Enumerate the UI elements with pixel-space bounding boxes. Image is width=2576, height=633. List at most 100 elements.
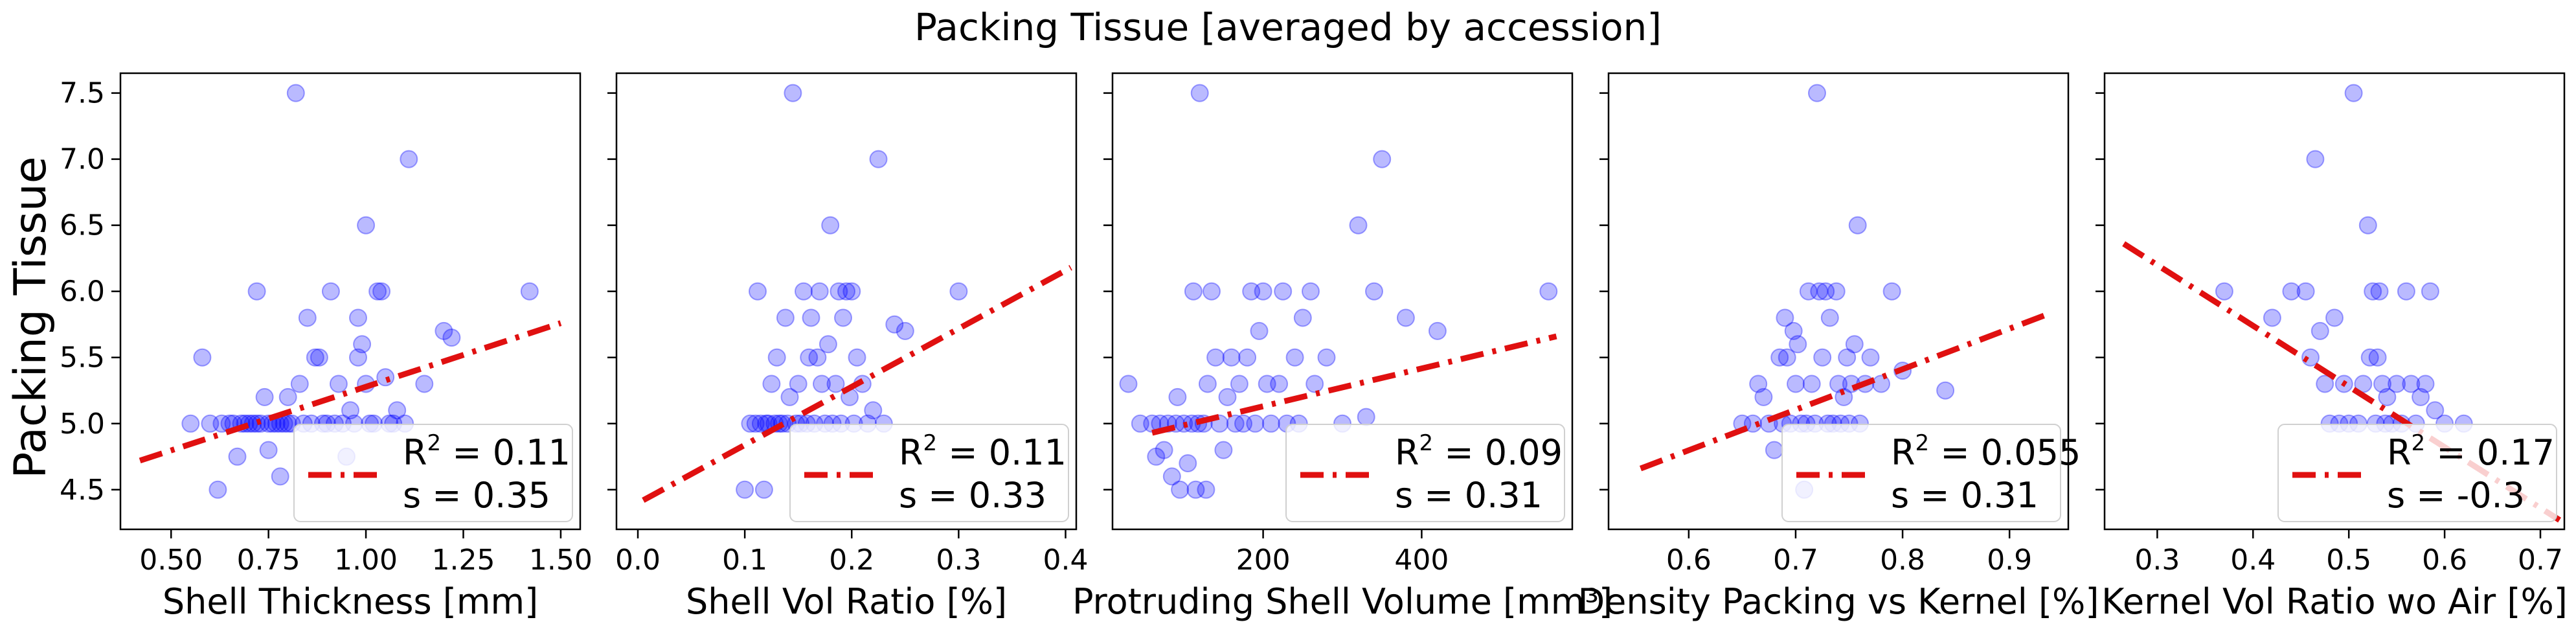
data-point bbox=[2370, 282, 2389, 301]
data-point bbox=[212, 414, 231, 433]
data-point bbox=[290, 374, 309, 393]
data-point bbox=[1317, 348, 1336, 367]
data-point bbox=[2344, 84, 2363, 102]
data-point bbox=[1203, 282, 1221, 301]
data-point bbox=[372, 282, 391, 301]
data-point bbox=[442, 328, 461, 347]
x-tick-label: 200 bbox=[1236, 544, 1291, 577]
x-axis-label: Shell Vol Ratio [%] bbox=[686, 581, 1007, 622]
legend-slope: s = 0.31 bbox=[1891, 475, 2039, 516]
legend-slope: s = 0.35 bbox=[403, 475, 550, 516]
x-tick-label: 1.50 bbox=[529, 544, 593, 577]
data-point bbox=[2215, 282, 2233, 301]
legend-r2: R2 = 0.09 bbox=[1395, 430, 1563, 473]
data-point bbox=[2358, 216, 2377, 235]
x-tick-label: 0.2 bbox=[829, 544, 874, 577]
data-point bbox=[1274, 282, 1293, 301]
y-tick-label: 7.5 bbox=[60, 77, 105, 110]
data-point bbox=[193, 348, 212, 367]
axes-frame bbox=[1607, 72, 2070, 531]
data-point bbox=[2360, 348, 2379, 367]
data-point bbox=[789, 374, 808, 393]
data-point bbox=[400, 150, 418, 168]
x-tick-label: 0.50 bbox=[139, 544, 203, 577]
data-point bbox=[1119, 374, 1138, 393]
data-point bbox=[1373, 150, 1392, 168]
subplots: 0.50 0.75 1.00 1.25 1.50 4.5 5.0 5.5 6.0 6.5 7.0 7.… bbox=[60, 72, 2568, 622]
data-point bbox=[310, 348, 328, 367]
axes-frame bbox=[615, 72, 1078, 531]
data-point bbox=[329, 374, 348, 393]
data-point bbox=[2263, 308, 2281, 327]
data-point bbox=[376, 368, 395, 387]
data-point bbox=[1226, 414, 1245, 433]
data-point bbox=[247, 414, 266, 433]
data-point bbox=[1882, 282, 1901, 301]
y-tick-label: 5.0 bbox=[60, 408, 105, 441]
data-point bbox=[1808, 84, 1826, 102]
x-tick-label: 0.4 bbox=[1043, 544, 1088, 577]
data-marks bbox=[642, 84, 1072, 503]
data-point bbox=[754, 480, 773, 499]
x-tick-label: 400 bbox=[1394, 544, 1449, 577]
data-point bbox=[1838, 348, 1857, 367]
x-tick-label: 0.7 bbox=[2518, 544, 2563, 577]
data-point bbox=[1770, 348, 1789, 367]
data-point bbox=[306, 348, 324, 367]
data-point bbox=[896, 321, 914, 340]
data-point bbox=[1184, 282, 1203, 301]
x-tick-label: 0.6 bbox=[2422, 544, 2467, 577]
legend-r2: R2 = 0.055 bbox=[1891, 430, 2081, 473]
subplot-4: 0.6 0.7 0.8 0.9 Density Packing vs Kernel [%… bbox=[1578, 72, 2099, 622]
data-point bbox=[357, 216, 376, 235]
data-point bbox=[2368, 348, 2387, 367]
data-point bbox=[1848, 216, 1867, 235]
data-point bbox=[826, 374, 845, 393]
data-point bbox=[780, 387, 799, 406]
data-marks bbox=[1119, 84, 1558, 499]
legend-r2-label: R bbox=[2387, 432, 2412, 473]
data-point bbox=[1171, 480, 1190, 499]
legend-r2-value: = 0.17 bbox=[2425, 432, 2555, 473]
data-point bbox=[520, 282, 539, 301]
data-point bbox=[1813, 348, 1832, 367]
x-tick-label: 0.3 bbox=[936, 544, 981, 577]
y-tick-label: 4.5 bbox=[60, 474, 105, 507]
data-point bbox=[1254, 282, 1272, 301]
data-point bbox=[415, 374, 434, 393]
data-point bbox=[1234, 414, 1252, 433]
data-point bbox=[278, 387, 297, 406]
data-point bbox=[1396, 308, 1415, 327]
legend-r2-label: R bbox=[1395, 432, 1419, 473]
data-point bbox=[1186, 480, 1205, 499]
data-point bbox=[1206, 348, 1225, 367]
legend-box bbox=[293, 424, 573, 522]
legend-box bbox=[1781, 424, 2061, 522]
data-point bbox=[1131, 414, 1149, 433]
data-point bbox=[1861, 348, 1880, 367]
data-point bbox=[1754, 387, 1773, 406]
data-point bbox=[767, 348, 786, 367]
data-point bbox=[2388, 374, 2406, 393]
data-point bbox=[1539, 282, 1558, 301]
data-point bbox=[321, 282, 340, 301]
x-tick-label: 0.8 bbox=[1880, 544, 1925, 577]
data-point bbox=[808, 348, 827, 367]
data-point bbox=[1155, 441, 1173, 459]
x-tick-label: 0.4 bbox=[2230, 544, 2276, 577]
legend-slope: s = 0.31 bbox=[1395, 475, 1542, 516]
data-point bbox=[1198, 374, 1217, 393]
data-point bbox=[247, 282, 266, 301]
data-point bbox=[1810, 282, 1829, 301]
data-point bbox=[1222, 348, 1241, 367]
data-point bbox=[341, 401, 359, 420]
legend-r2-superscript: 2 bbox=[1419, 430, 1434, 456]
legend-r2-superscript: 2 bbox=[923, 430, 938, 456]
legend-r2-superscript: 2 bbox=[427, 430, 442, 456]
legend-r2-label: R bbox=[403, 432, 427, 473]
data-point bbox=[2373, 374, 2391, 393]
x-axis-label: Protruding Shell Volume [mm³] bbox=[1072, 581, 1612, 622]
data-point bbox=[848, 348, 866, 367]
